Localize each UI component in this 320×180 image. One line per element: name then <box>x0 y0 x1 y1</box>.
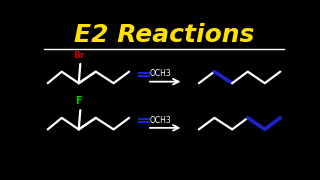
Text: F: F <box>76 96 82 106</box>
Text: Br: Br <box>73 51 84 60</box>
Text: E2 Reactions: E2 Reactions <box>74 23 254 48</box>
Text: OCH3: OCH3 <box>149 116 171 125</box>
Text: OCH3: OCH3 <box>149 69 171 78</box>
